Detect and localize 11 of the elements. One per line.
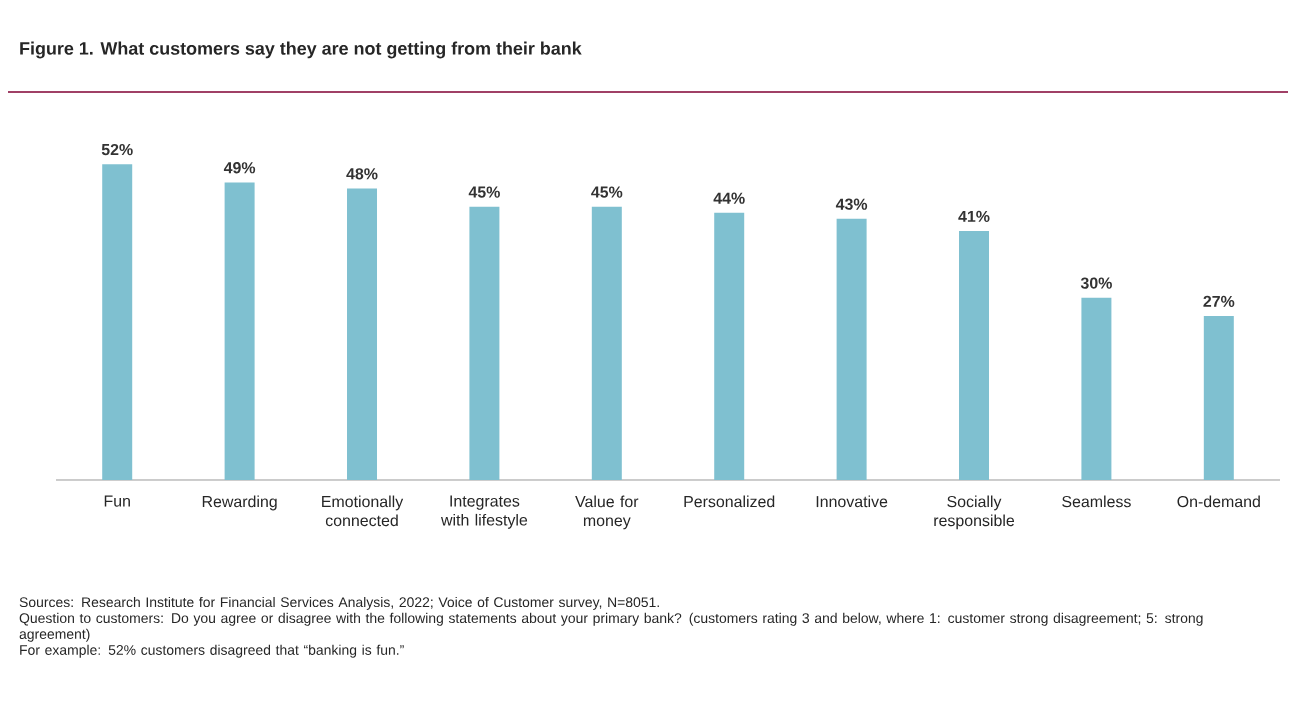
bar <box>224 182 255 480</box>
bar <box>469 206 500 480</box>
chart-title: Figure 1. What customers say they are not getting from their bank <box>20 41 582 59</box>
bar <box>836 218 867 480</box>
bar <box>347 188 378 480</box>
bar <box>591 206 622 480</box>
bar <box>714 212 745 480</box>
bar <box>102 164 133 480</box>
bar <box>1203 316 1234 480</box>
bar <box>959 231 990 480</box>
bar <box>1081 297 1112 480</box>
